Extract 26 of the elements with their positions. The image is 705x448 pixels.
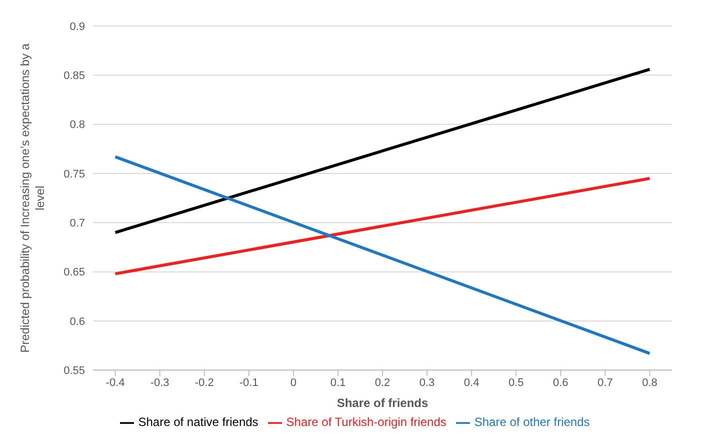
x-tick-label: 0.2	[374, 376, 390, 389]
x-axis-title: Share of friends	[336, 396, 428, 410]
y-tick-label: 0.6	[70, 316, 85, 328]
x-tick-label: 0.5	[508, 376, 524, 389]
x-tick-label: -0.3	[150, 376, 170, 389]
x-tick-label: -0.4	[106, 376, 125, 389]
y-tick-label: 0.65	[64, 266, 85, 279]
x-tick-label: 0.1	[330, 376, 346, 389]
y-tick-label: 0.75	[64, 168, 85, 180]
x-tick-label: -0.2	[194, 376, 214, 389]
legend-label: Share of native friends	[138, 415, 258, 430]
y-tick-label: 0.85	[64, 70, 85, 82]
y-axis-title: Predicted probability of Increasing one’s expectations by a level	[18, 43, 47, 353]
x-tick-label: 0.7	[598, 376, 613, 389]
x-tick-label: 0.8	[642, 376, 658, 389]
x-tick-label: -0.1	[239, 376, 258, 389]
x-tick-label: 0.3	[419, 376, 435, 389]
y-tick-label: 0.9	[70, 20, 85, 33]
y-tick-label: 0.55	[64, 365, 85, 378]
y-tick-label: 0.8	[70, 119, 85, 132]
legend-label: Share of Turkish-origin friends	[286, 415, 446, 430]
y-tick-label: 0.7	[70, 218, 85, 230]
x-tick-label: 0.6	[553, 376, 568, 389]
x-tick-label: 0.4	[464, 376, 480, 389]
x-tick-label: 0	[290, 376, 296, 389]
legend-label: Share of other friends	[474, 415, 590, 430]
